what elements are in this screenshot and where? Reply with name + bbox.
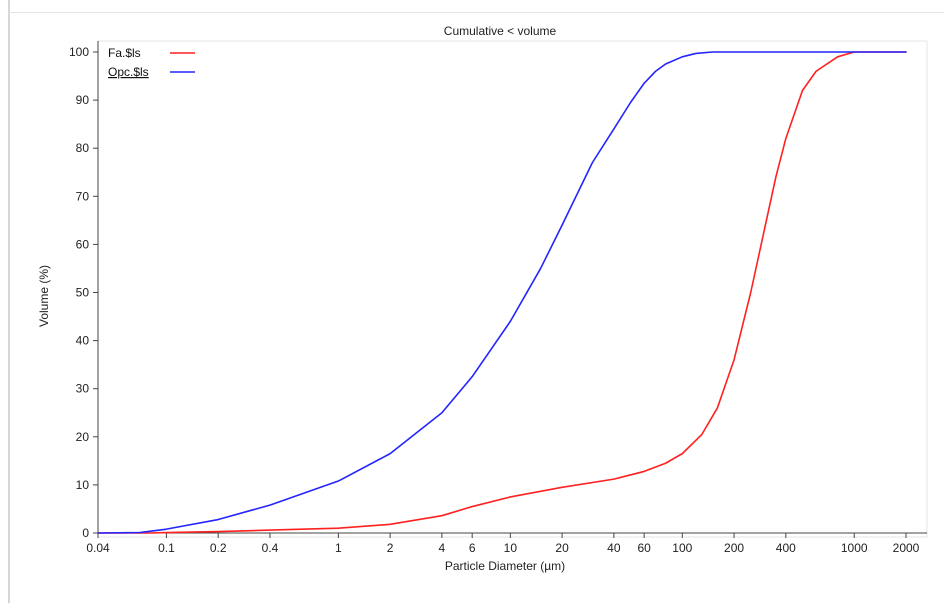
x-tick-label: 0.4 <box>262 541 279 555</box>
plot-area <box>97 40 928 538</box>
legend-label-fa: Fa.$ls <box>108 46 141 60</box>
x-tick-label: 2000 <box>893 541 920 555</box>
x-tick-label: 1 <box>335 541 342 555</box>
y-tick-label: 0 <box>82 526 89 540</box>
y-axis-label: Volume (%) <box>37 265 51 327</box>
x-tick-label: 40 <box>607 541 621 555</box>
x-tick-label: 0.1 <box>158 541 175 555</box>
y-tick-label: 100 <box>69 45 89 59</box>
chart-title: Cumulative < volume <box>444 24 557 38</box>
x-tick-label: 4 <box>439 541 446 555</box>
x-axis-label: Particle Diameter (µm) <box>445 559 565 573</box>
x-tick-label: 100 <box>672 541 692 555</box>
legend: Fa.$ls Opc.$ls <box>108 46 195 79</box>
x-tick-label: 6 <box>469 541 476 555</box>
y-tick-label: 40 <box>76 334 90 348</box>
y-tick-label: 30 <box>76 382 90 396</box>
series-line-opc <box>97 51 907 534</box>
window-left-border <box>8 0 10 603</box>
y-tick-label: 90 <box>76 93 90 107</box>
x-tick-label: 2 <box>387 541 394 555</box>
y-axis-ticks: 0 10 20 30 40 50 60 70 80 90 100 <box>69 45 98 540</box>
y-tick-label: 60 <box>76 237 90 251</box>
x-tick-label: 400 <box>776 541 796 555</box>
y-tick-label: 10 <box>76 478 90 492</box>
x-tick-label: 10 <box>504 541 518 555</box>
y-tick-label: 70 <box>76 189 90 203</box>
legend-label-opc: Opc.$ls <box>108 65 149 79</box>
x-axis-ticks: 0.04 0.1 0.2 0.4 1 2 4 6 10 20 40 60 100 200 400 1000 20… <box>86 533 920 555</box>
x-tick-label: 1000 <box>841 541 868 555</box>
series-line-fa <box>97 51 907 534</box>
y-tick-label: 80 <box>76 141 90 155</box>
x-tick-label: 0.2 <box>210 541 227 555</box>
x-tick-label: 200 <box>724 541 744 555</box>
y-tick-label: 20 <box>76 430 90 444</box>
x-tick-label: 0.04 <box>86 541 110 555</box>
series-lines <box>97 51 907 534</box>
y-tick-label: 50 <box>76 286 90 300</box>
x-tick-label: 20 <box>555 541 569 555</box>
x-tick-label: 60 <box>637 541 651 555</box>
window-top-border <box>8 12 944 13</box>
